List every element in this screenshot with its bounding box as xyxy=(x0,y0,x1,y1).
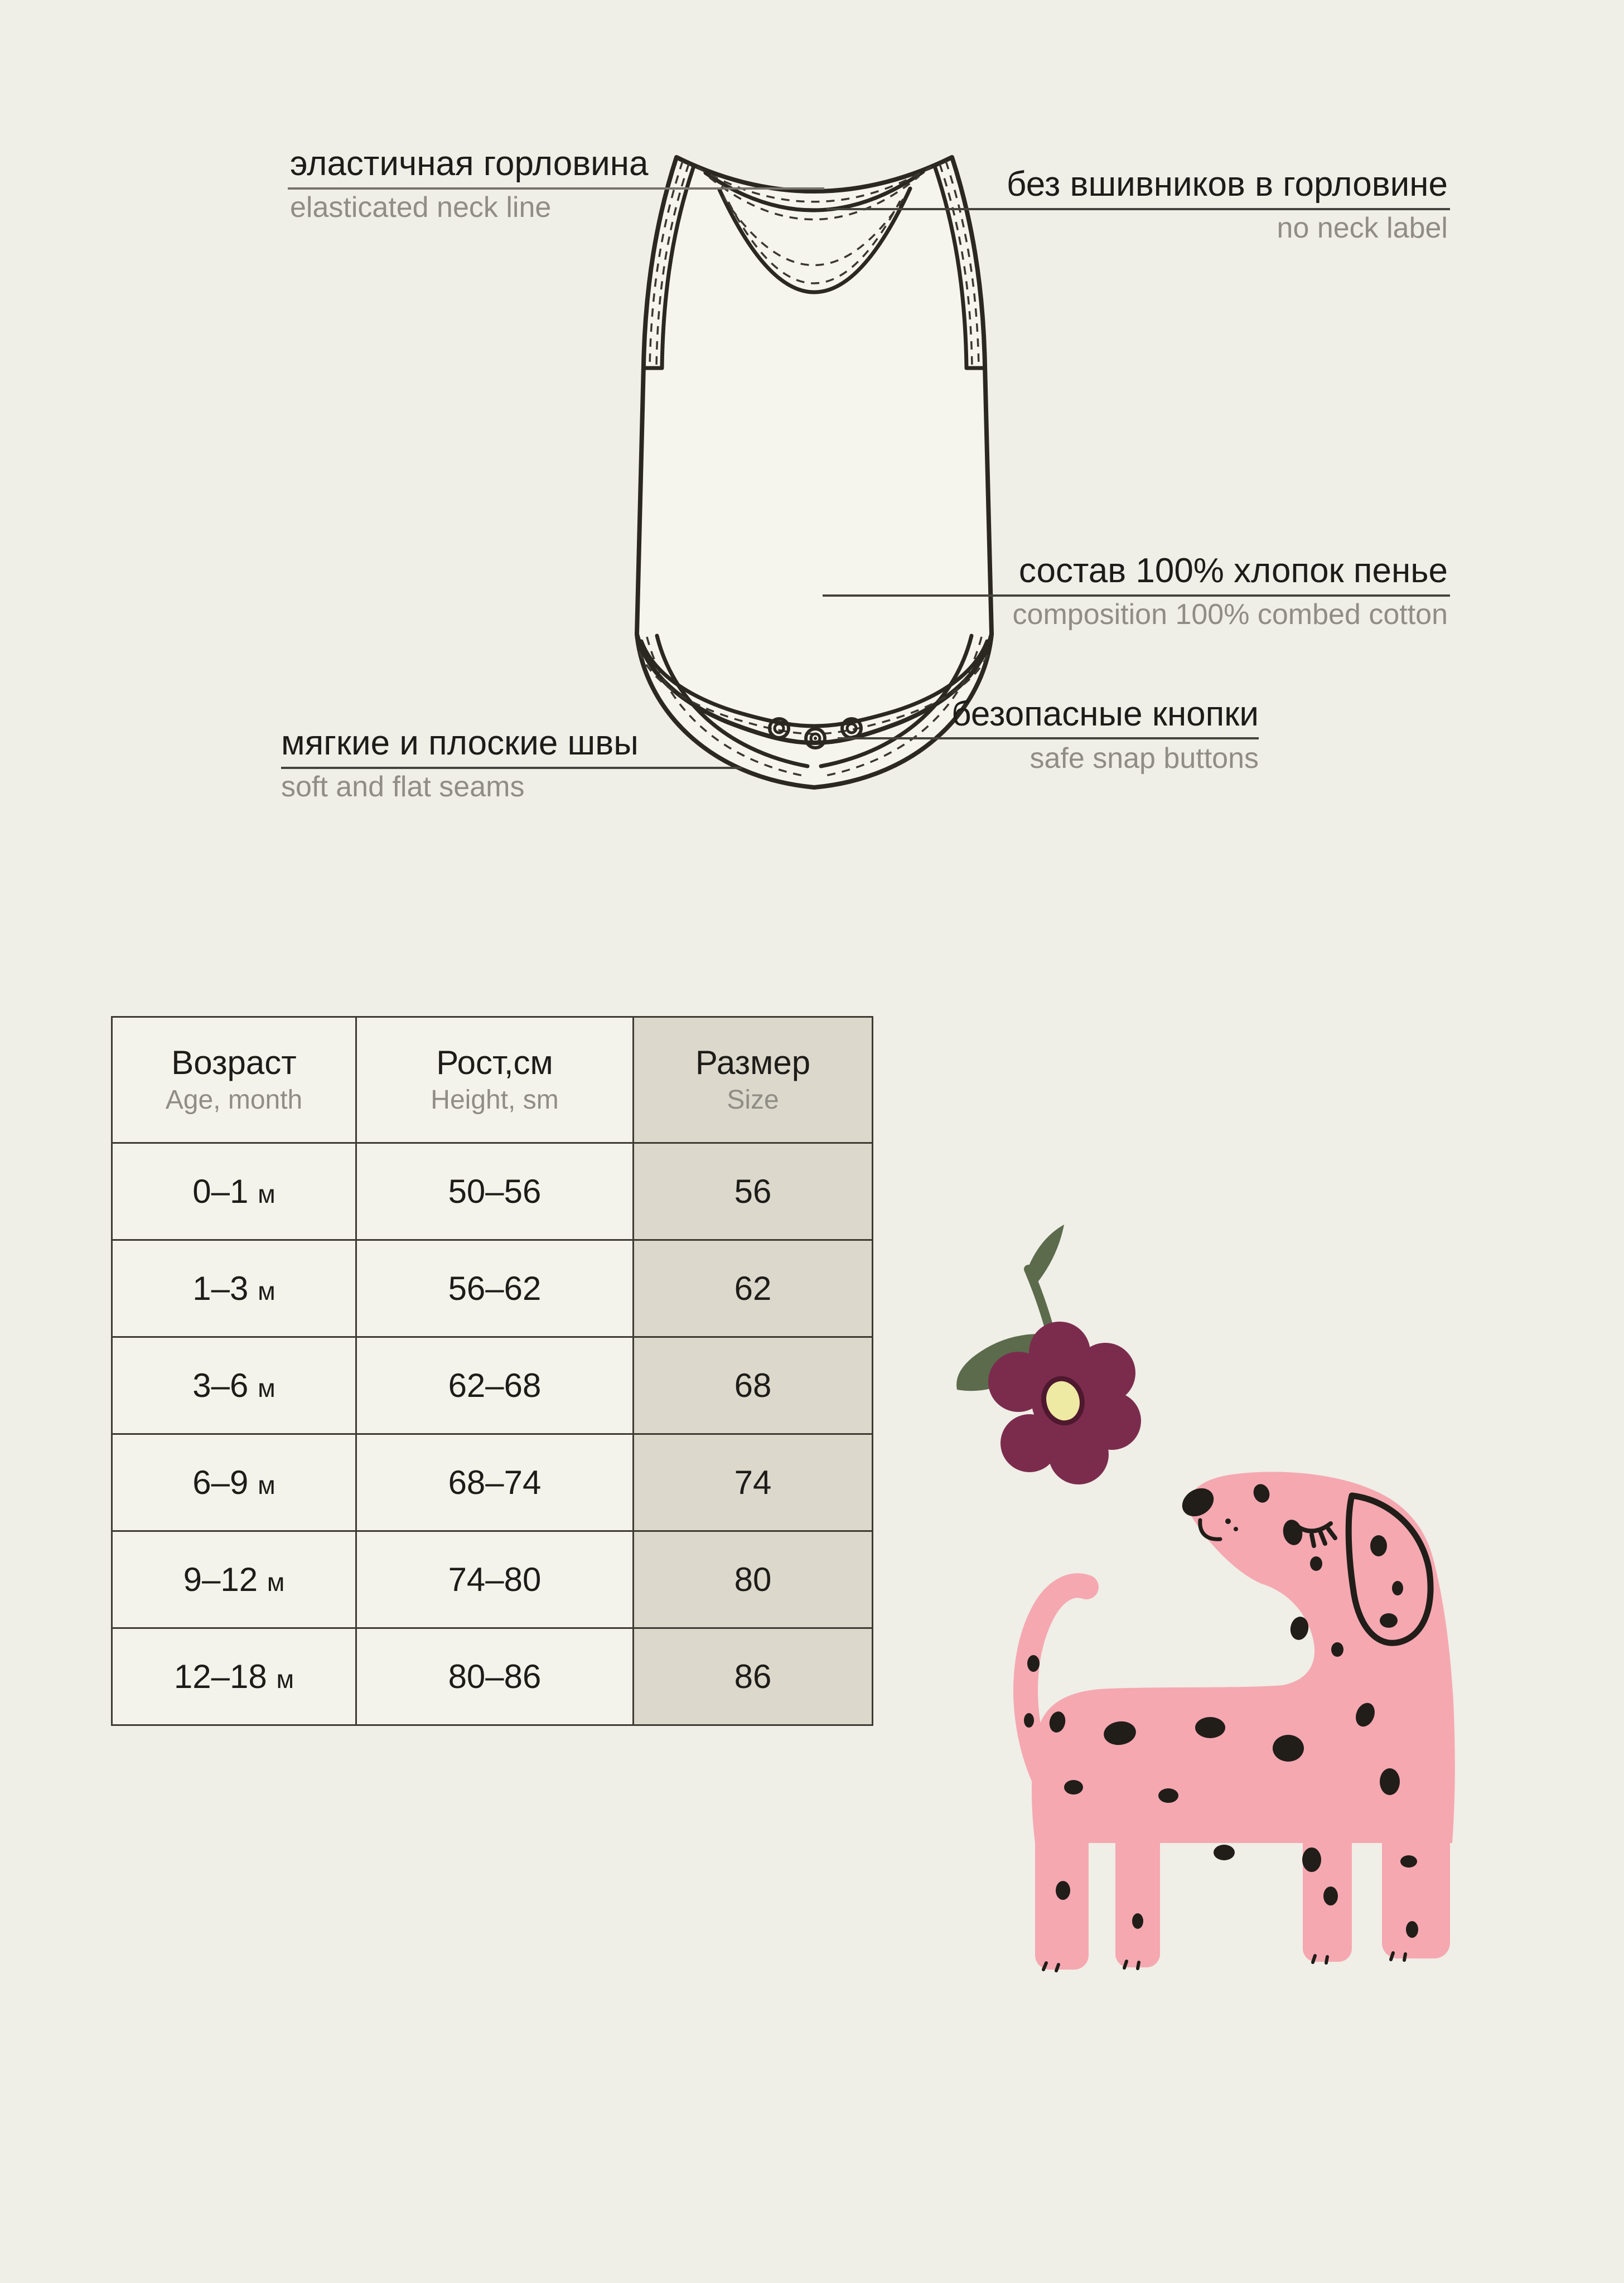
snap-buttons xyxy=(768,717,863,749)
size-table-header-row: Возраст Age, month Рост,см Height, sm Ра… xyxy=(111,1016,873,1144)
dog-spots xyxy=(1024,1484,1418,1938)
back-leg-bindings xyxy=(646,633,983,777)
dog-nose xyxy=(1182,1488,1214,1517)
neck-band xyxy=(697,166,932,294)
callout-elastic-neck-en: elasticated neck line xyxy=(290,191,552,224)
dog-toes xyxy=(1042,1951,1407,1972)
dog-mouth xyxy=(1198,1518,1222,1541)
header-age: Возраст Age, month xyxy=(111,1016,357,1144)
callout-composition: состав 100% хлопок пенье xyxy=(1019,554,1448,588)
bodysuit-technical-drawing xyxy=(281,155,1450,790)
callout-no-neck-label: без вшивников в горловине xyxy=(1007,167,1448,202)
callout-composition-en: composition 100% combed cotton xyxy=(1012,598,1448,631)
callout-safe-snaps: безопасные кнопки xyxy=(951,697,1259,732)
callout-no-neck-label-en: no neck label xyxy=(1277,212,1448,244)
callout-soft-seams: мягкие и плоские швы xyxy=(281,726,639,761)
table-row: 3–6 м 62–68 68 xyxy=(111,1336,873,1435)
callout-soft-seams-en: soft and flat seams xyxy=(281,771,525,803)
table-row: 12–18 м 80–86 86 xyxy=(111,1627,873,1726)
header-height: Рост,см Height, sm xyxy=(355,1016,634,1144)
header-size: Размер Size xyxy=(632,1016,873,1144)
dog-ear xyxy=(1345,1492,1434,1646)
callout-soft-seams-ru: мягкие и плоские швы xyxy=(281,724,639,762)
flower-leaf-top xyxy=(1026,1225,1064,1288)
callout-elastic-neck: эластичная горловина xyxy=(290,147,649,181)
flower-illustration xyxy=(956,1225,1141,1484)
callout-no-neck-label-ru: без вшивников в горловине xyxy=(1006,165,1448,204)
callout-safe-snaps-en: safe snap buttons xyxy=(1030,742,1259,775)
table-row: 1–3 м 56–62 62 xyxy=(111,1239,873,1338)
table-row: 0–1 м 50–56 56 xyxy=(111,1142,873,1241)
callout-lines xyxy=(281,187,1450,769)
dog-illustration xyxy=(1013,1472,1455,1972)
armhole-bindings xyxy=(641,161,987,370)
flower-center xyxy=(1041,1376,1085,1426)
size-table: Возраст Age, month Рост,см Height, sm Ра… xyxy=(111,1016,873,1726)
bodysuit-front xyxy=(635,155,994,745)
table-row: 6–9 м 68–74 74 xyxy=(111,1433,873,1532)
callout-elastic-neck-ru: эластичная горловина xyxy=(290,144,649,183)
callout-safe-snaps-ru: безопасные кнопки xyxy=(951,695,1259,733)
table-row: 9–12 м 74–80 80 xyxy=(111,1530,873,1629)
callout-composition-ru: состав 100% хлопок пенье xyxy=(1018,552,1448,590)
dog-and-flower-illustration xyxy=(956,1225,1455,1972)
